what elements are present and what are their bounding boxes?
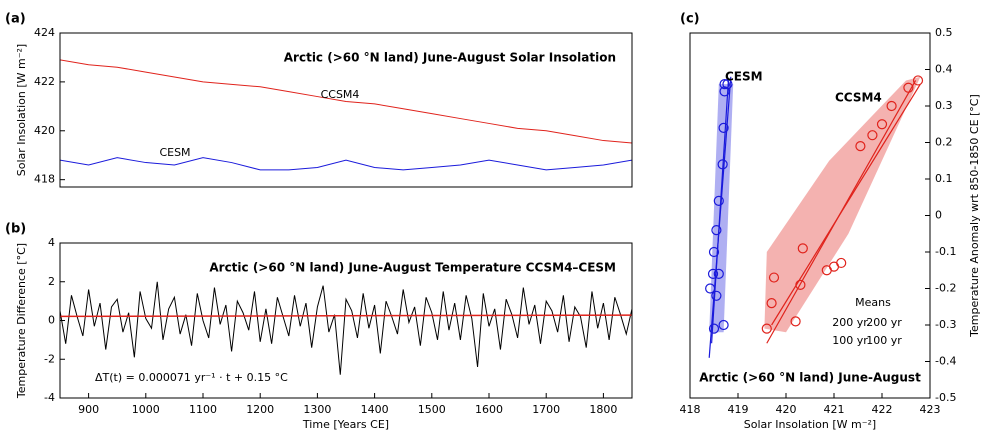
legend-entry: 200 yr: [866, 316, 902, 329]
y-tick-label: 424: [34, 26, 55, 39]
series-line: [60, 281, 632, 375]
point: [705, 283, 716, 294]
y-tick-label: -0.3: [935, 318, 956, 331]
plot-area: [60, 59, 632, 171]
y-tick-label: 4: [48, 236, 55, 249]
chart-title: Arctic (>60 °N land) June-August Tempera…: [209, 261, 616, 275]
x-tick-label: 421: [824, 403, 845, 416]
x-tick-label: 420: [776, 403, 797, 416]
x-tick-label: 1800: [589, 403, 617, 416]
point: [766, 298, 777, 309]
x-tick-label: 1300: [303, 403, 331, 416]
y-tick-label: 0: [935, 209, 942, 222]
x-axis-label: Time [Years CE]: [302, 418, 389, 431]
y-tick-label: 420: [34, 124, 55, 137]
chart-title: Arctic (>60 °N land) June-August Solar I…: [284, 51, 616, 65]
axes-frame: [59, 32, 633, 188]
confidence-band: [764, 76, 921, 333]
point: [711, 290, 722, 301]
point: [722, 78, 733, 90]
point: [718, 319, 729, 331]
trend-line: [60, 314, 632, 318]
y-axis-label: Solar Insolation [W m⁻²]: [15, 44, 28, 176]
y-tick-label: 2: [48, 275, 55, 288]
x-axis-label: Solar Insolation [W m⁻²]: [744, 418, 876, 431]
y-axis-label: Temperature Anomaly wrt 850-1850 CE [°C]: [968, 94, 981, 338]
series-label: CESM: [725, 70, 763, 84]
point: [718, 122, 729, 134]
plot-area: [705, 75, 924, 358]
x-tick-label: 1100: [189, 403, 217, 416]
point: [719, 78, 730, 90]
panel-label: (a): [5, 12, 26, 27]
x-tick-label: 423: [920, 403, 941, 416]
y-tick-label: -0.4: [935, 355, 956, 368]
x-tick-label: 1000: [132, 403, 160, 416]
y-tick-label: 0.4: [935, 63, 953, 76]
point: [836, 257, 847, 269]
y-tick-label: 422: [34, 75, 55, 88]
point: [761, 323, 772, 334]
point: [855, 141, 866, 152]
legend-title: Means: [855, 296, 891, 309]
y-tick-label: 0.2: [935, 136, 953, 149]
legend-entry: 200 yr: [832, 316, 868, 329]
legend-entry: 100 yr: [866, 334, 902, 347]
y-tick-label: 0: [48, 314, 55, 327]
x-tick-label: 1500: [418, 403, 446, 416]
y-axis-label: Temperature Difference [°C]: [15, 243, 28, 399]
series-label: CCSM4: [321, 88, 360, 101]
point: [713, 268, 724, 279]
x-tick-label: 1400: [361, 403, 389, 416]
series-line: [60, 59, 632, 144]
series-line: [60, 157, 632, 171]
axes-frame: [689, 32, 931, 399]
legend-entry: 100 yr: [832, 334, 868, 347]
point: [876, 119, 888, 130]
x-tick-label: 419: [728, 403, 749, 416]
point: [711, 225, 722, 236]
point: [717, 159, 728, 170]
series-label: CCSM4: [835, 91, 882, 105]
y-tick-label: 418: [34, 173, 55, 186]
axes-frame: [59, 242, 633, 399]
y-tick-label: 0.3: [935, 99, 953, 112]
plot-area: [60, 281, 632, 375]
point: [708, 246, 720, 258]
point: [912, 75, 924, 86]
y-tick-label: 0.5: [935, 26, 953, 39]
series-label: CESM: [159, 146, 190, 159]
chart-title: Arctic (>60 °N land) June-August: [699, 371, 921, 385]
y-tick-label: -0.1: [935, 245, 956, 258]
x-tick-label: 1700: [532, 403, 560, 416]
panel-label: (b): [5, 222, 26, 237]
equation: ΔT(t) = 0.000071 yr⁻¹ · t + 0.15 °C: [95, 371, 288, 384]
point: [797, 243, 808, 254]
point: [768, 272, 780, 283]
x-tick-label: 1600: [475, 403, 503, 416]
y-tick-label: 0.1: [935, 172, 953, 185]
panel-label: (c): [680, 12, 700, 27]
x-tick-label: 418: [680, 403, 701, 416]
y-tick-label: -2: [44, 352, 55, 365]
x-tick-label: 1200: [246, 403, 274, 416]
x-tick-label: 422: [872, 403, 893, 416]
point: [707, 268, 719, 279]
fit-line: [771, 83, 921, 326]
y-tick-label: -0.5: [935, 391, 956, 404]
point: [903, 82, 914, 93]
y-tick-label: -0.2: [935, 282, 956, 295]
point: [719, 86, 730, 97]
y-tick-label: -4: [44, 391, 55, 404]
point: [713, 195, 724, 206]
point: [867, 130, 878, 141]
point: [708, 323, 720, 334]
point: [886, 100, 897, 112]
point: [795, 279, 806, 290]
x-tick-label: 900: [78, 403, 99, 416]
point: [790, 316, 801, 327]
